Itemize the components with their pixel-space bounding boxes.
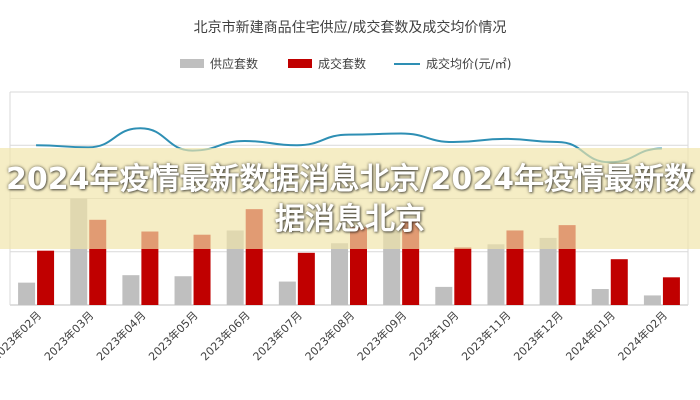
bar-deal xyxy=(662,277,680,305)
x-tick-label: 2024年01月 xyxy=(563,308,618,363)
bar-deal xyxy=(37,250,55,305)
x-tick-label: 2023年11月 xyxy=(458,308,513,363)
bar-supply xyxy=(383,231,401,305)
legend-swatch xyxy=(288,59,312,68)
x-tick-label: 2023年05月 xyxy=(146,308,201,363)
legend-label: 成交均价(元/㎡) xyxy=(426,56,511,71)
x-tick-label: 2023年03月 xyxy=(41,308,96,363)
x-tick-label: 2023年06月 xyxy=(198,308,253,363)
bar-supply xyxy=(174,276,192,305)
bar-supply xyxy=(331,243,348,305)
banner-title: 2024年疫情最新数据消息北京/2024年疫情最新数据消息北京 xyxy=(6,162,694,237)
x-tick-label: 2023年02月 xyxy=(0,308,44,363)
bar-deal xyxy=(610,259,628,305)
bar-deal xyxy=(454,247,472,305)
bar-supply xyxy=(18,282,36,305)
x-tick-label: 2023年09月 xyxy=(354,308,409,363)
legend-swatch xyxy=(180,59,204,68)
legend-label: 供应套数 xyxy=(210,56,258,71)
x-tick-label: 2023年04月 xyxy=(93,308,148,363)
overlay-banner xyxy=(0,148,700,249)
bar-deal xyxy=(506,230,524,305)
x-tick-label: 2023年08月 xyxy=(302,308,357,363)
legend-label: 成交套数 xyxy=(318,56,366,71)
x-tick-label: 2023年12月 xyxy=(511,308,566,363)
bar-supply xyxy=(487,244,505,305)
bar-supply xyxy=(226,230,244,305)
legend: 供应套数 成交套数 成交均价(元/㎡) xyxy=(180,56,511,71)
bar-deal xyxy=(297,252,315,305)
bar-supply xyxy=(643,295,661,305)
x-tick-label: 2023年10月 xyxy=(406,308,461,363)
bar-supply xyxy=(539,237,557,305)
bar-deal xyxy=(141,231,159,305)
bar-supply xyxy=(435,286,453,305)
bar-supply xyxy=(278,281,296,305)
bar-supply xyxy=(122,275,140,305)
x-tick-label: 2024年02月 xyxy=(615,308,670,363)
chart-title: 北京市新建商品住宅供应/成交套数及成交均价情况 xyxy=(194,19,507,36)
x-tick-labels: 2023年02月2023年03月2023年04月2023年05月2023年06月… xyxy=(0,308,670,363)
bar-supply xyxy=(591,289,609,305)
x-tick-label: 2023年07月 xyxy=(250,308,305,363)
bar-deal xyxy=(193,234,211,305)
